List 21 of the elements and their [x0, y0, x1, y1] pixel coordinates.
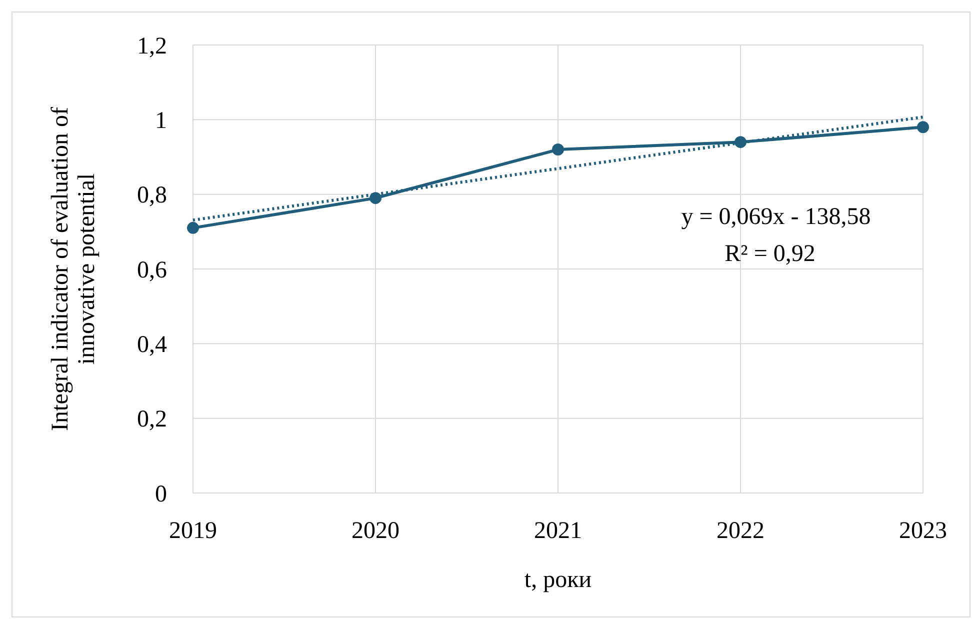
- x-tick-label: 2020: [352, 518, 400, 544]
- x-tick-label: 2022: [716, 518, 764, 544]
- annotation: y = 0,069x - 138,58: [681, 204, 871, 230]
- y-tick-label: 0,8: [137, 182, 167, 209]
- point: [734, 136, 746, 148]
- y-tick-label: 0,4: [137, 332, 167, 358]
- y-axis-title: Integral indicator of evaluation of innovative potential: [48, 107, 100, 431]
- annotation: R² = 0,92: [724, 241, 816, 267]
- point: [187, 222, 199, 234]
- y-tick-label: 0,6: [137, 257, 167, 284]
- point: [552, 144, 564, 156]
- point: [370, 192, 382, 204]
- y-tick-label: 0,2: [137, 406, 167, 433]
- y-tick-label: 1: [155, 108, 167, 134]
- x-tick-label: 2019: [169, 518, 217, 544]
- x-tick-label: 2021: [534, 518, 582, 544]
- point: [917, 121, 929, 134]
- x-tick-label: 2023: [899, 518, 947, 544]
- x-axis-title: t, роки: [524, 567, 592, 593]
- y-tick-label: 1,2: [137, 33, 167, 60]
- y-tick-label: 0: [155, 481, 167, 508]
